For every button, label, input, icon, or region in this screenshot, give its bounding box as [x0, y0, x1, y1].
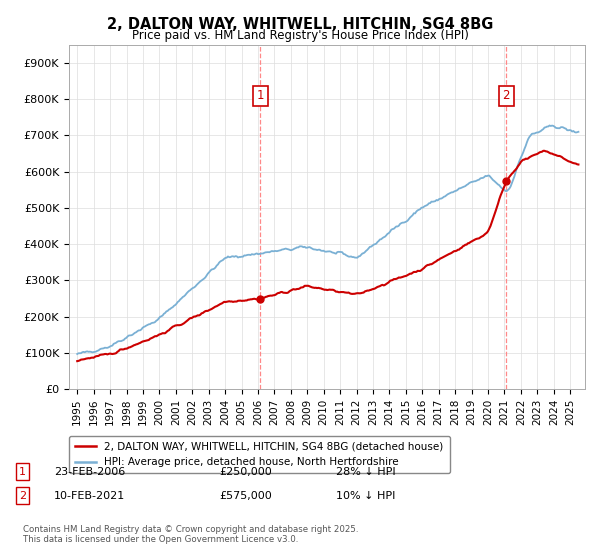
Text: 23-FEB-2006: 23-FEB-2006: [54, 466, 125, 477]
Text: 1: 1: [257, 89, 264, 102]
Text: £575,000: £575,000: [219, 491, 272, 501]
Text: 2: 2: [503, 89, 510, 102]
Text: Contains HM Land Registry data © Crown copyright and database right 2025.
This d: Contains HM Land Registry data © Crown c…: [23, 525, 358, 544]
Text: 2, DALTON WAY, WHITWELL, HITCHIN, SG4 8BG: 2, DALTON WAY, WHITWELL, HITCHIN, SG4 8B…: [107, 17, 493, 32]
Text: 1: 1: [19, 466, 26, 477]
Text: 28% ↓ HPI: 28% ↓ HPI: [336, 466, 395, 477]
Text: 10-FEB-2021: 10-FEB-2021: [54, 491, 125, 501]
Text: Price paid vs. HM Land Registry's House Price Index (HPI): Price paid vs. HM Land Registry's House …: [131, 29, 469, 42]
Text: 10% ↓ HPI: 10% ↓ HPI: [336, 491, 395, 501]
Text: 2: 2: [19, 491, 26, 501]
Text: £250,000: £250,000: [219, 466, 272, 477]
Legend: 2, DALTON WAY, WHITWELL, HITCHIN, SG4 8BG (detached house), HPI: Average price, : 2, DALTON WAY, WHITWELL, HITCHIN, SG4 8B…: [69, 436, 450, 473]
